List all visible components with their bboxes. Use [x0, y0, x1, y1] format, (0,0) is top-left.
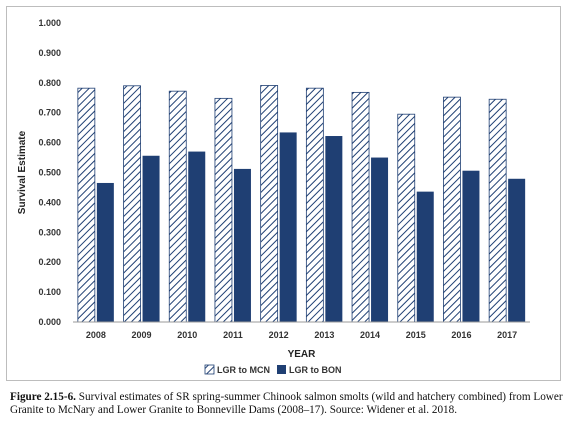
y-tick-label: 0.000: [38, 317, 61, 327]
bar-lgr-to-mcn-2008: [77, 87, 96, 323]
x-tick-label: 2014: [360, 330, 380, 340]
bar-lgr-to-bon-2016: [462, 170, 480, 322]
y-tick-label: 0.900: [38, 48, 61, 58]
figure-caption: Figure 2.15-6. Survival estimates of SR …: [10, 391, 566, 417]
x-tick-label: 2012: [269, 330, 289, 340]
bar-lgr-to-mcn-2015: [397, 113, 416, 323]
bar-lgr-to-mcn-2014: [351, 91, 370, 323]
bar-chart: 0.000 0.100 0.200 0.300 0.400 0.500 0.600 0.700…: [17, 18, 530, 375]
x-tick-label: 2017: [497, 330, 517, 340]
bar-lgr-to-bon-2010: [188, 151, 206, 322]
bar-lgr-to-bon-2015: [416, 191, 434, 322]
bar-lgr-to-bon-2011: [233, 168, 251, 322]
y-axis: 0.000 0.100 0.200 0.300 0.400 0.500 0.600 0.700…: [38, 18, 61, 327]
bar-lgr-to-bon-2009: [142, 155, 160, 322]
y-tick-label: 0.700: [38, 108, 61, 118]
bar-lgr-to-mcn-2013: [305, 87, 324, 323]
y-tick-label: 0.800: [38, 78, 61, 88]
x-tick-label: 2016: [451, 330, 471, 340]
caption-text: Survival estimates of SR spring-summer C…: [10, 391, 563, 416]
y-tick-label: 0.600: [38, 138, 61, 148]
bar-lgr-to-mcn-2011: [214, 97, 233, 323]
y-tick-label: 0.500: [38, 168, 61, 178]
bar-lgr-to-mcn-2017: [488, 98, 507, 323]
x-tick-label: 2009: [132, 330, 152, 340]
x-tick-label: 2013: [314, 330, 334, 340]
bar-lgr-to-mcn-2009: [123, 85, 141, 323]
bar-lgr-to-mcn-2016: [443, 96, 461, 323]
legend: LGR to MCN LGR to BON: [204, 364, 342, 375]
x-tick-label: 2015: [406, 330, 426, 340]
bar-lgr-to-mcn-2010: [168, 90, 187, 323]
bar-lgr-to-bon-2017: [508, 178, 526, 322]
x-tick-label: 2010: [177, 330, 197, 340]
legend-label-lgr-to-mcn: LGR to MCN: [217, 365, 270, 375]
y-tick-label: 0.400: [38, 197, 61, 207]
x-tick-label: 2011: [223, 330, 243, 340]
bar-lgr-to-bon-2014: [371, 157, 389, 322]
y-tick-label: 1.000: [38, 18, 61, 28]
y-tick-label: 0.300: [38, 227, 61, 237]
x-axis: 2008 2009 2010 2011 2012 2013 2014 2015 2016 2017: [86, 330, 517, 340]
y-axis-title: Survival Estimate: [17, 130, 28, 214]
x-axis-title: YEAR: [288, 349, 317, 360]
legend-label-lgr-to-bon: LGR to BON: [289, 365, 342, 375]
legend-swatch-lgr-to-mcn: [204, 364, 215, 375]
bar-lgr-to-mcn-2012: [260, 85, 279, 323]
bar-lgr-to-bon-2012: [279, 132, 297, 322]
x-tick-label: 2008: [86, 330, 106, 340]
caption-label: Figure 2.15-6.: [10, 391, 76, 403]
bar-lgr-to-bon-2013: [325, 136, 343, 322]
legend-swatch-lgr-to-bon: [277, 365, 286, 374]
bar-lgr-to-bon-2008: [96, 182, 114, 322]
y-tick-label: 0.200: [38, 257, 61, 267]
bars: [77, 85, 526, 323]
y-tick-label: 0.100: [38, 287, 61, 297]
